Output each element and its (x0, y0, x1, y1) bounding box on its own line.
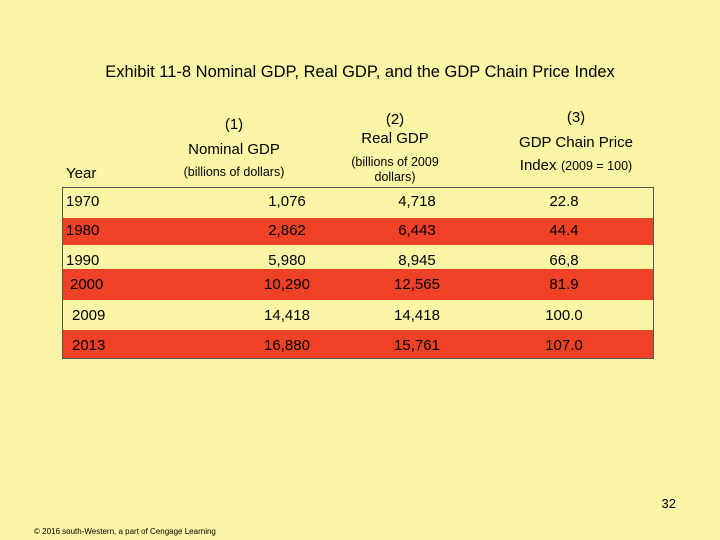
nominal-cell: 5,980 (268, 252, 306, 269)
col3-name: GDP Chain Price (519, 133, 633, 151)
col2-unit-line2: dollars) (374, 170, 416, 185)
col3-number: (3) (566, 109, 586, 126)
table-border (62, 187, 654, 359)
col3-index-label: Index (519, 156, 557, 174)
real-cell: 4,718 (398, 193, 436, 210)
real-cell: 15,761 (394, 337, 440, 354)
col3-header: (3) GDP Chain Price Index (2009 = 100) (488, 109, 664, 176)
nominal-cell: 16,880 (264, 337, 310, 354)
index-cell: 100.0 (545, 307, 583, 324)
year-cell: 1980 (66, 222, 100, 239)
year-header: Year (66, 165, 97, 182)
nominal-cell: 14,418 (264, 307, 310, 324)
index-cell: 66,8 (549, 252, 579, 269)
real-cell: 8,945 (398, 252, 436, 269)
table-row: 2009 14,418 14,418 100.0 (62, 300, 654, 330)
table-row: 2000 10,290 12,565 81.9 (62, 269, 654, 300)
col1-number: (1) (224, 116, 244, 133)
table-row: 1990 5,980 8,945 66,8 (62, 245, 654, 269)
real-cell: 14,418 (394, 307, 440, 324)
table-row: 1970 1,076 4,718 22.8 (62, 187, 654, 218)
col3-unit: (2009 = 100) (560, 158, 633, 173)
slide-title: Exhibit 11-8 Nominal GDP, Real GDP, and … (105, 63, 615, 81)
year-cell: 1990 (66, 252, 100, 269)
year-cell: 2000 (70, 276, 104, 293)
nominal-cell: 1,076 (268, 193, 306, 210)
col1-unit: (billions of dollars) (183, 164, 285, 179)
index-cell: 81.9 (549, 276, 579, 293)
nominal-cell: 2,862 (268, 222, 306, 239)
page-number: 32 (661, 496, 676, 511)
index-cell: 22.8 (549, 193, 579, 210)
real-cell: 6,443 (398, 222, 436, 239)
year-cell: 1970 (66, 193, 100, 210)
col2-name: Real GDP (361, 129, 429, 147)
table-row: 2013 16,880 15,761 107.0 (62, 330, 654, 359)
col2-header: (2) Real GDP (billions of 2009 dollars) (320, 111, 470, 186)
table-row: 1980 2,862 6,443 44.4 (62, 218, 654, 245)
real-cell: 12,565 (394, 276, 440, 293)
col2-unit-line1: (billions of 2009 (351, 154, 439, 169)
col1-name: Nominal GDP (188, 140, 280, 158)
index-cell: 44.4 (549, 222, 579, 239)
nominal-cell: 10,290 (264, 276, 310, 293)
col1-header: (1) Nominal GDP (billions of dollars) (160, 116, 308, 180)
year-cell: 2009 (72, 307, 106, 324)
year-cell: 2013 (72, 337, 106, 354)
index-cell: 107.0 (545, 337, 583, 354)
copyright-footer: © 2016 south-Western, a part of Cengage … (34, 527, 216, 536)
col2-number: (2) (385, 111, 405, 128)
